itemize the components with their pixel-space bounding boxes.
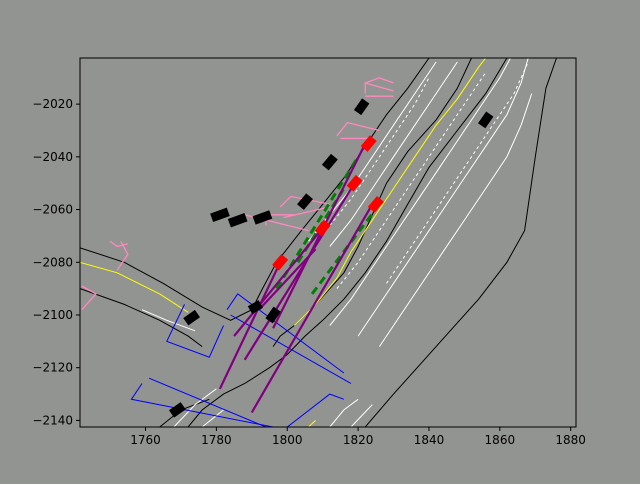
agent-box [247,300,263,315]
y-tick-label: −2060 [32,203,73,217]
crosswalk-line [226,293,345,374]
x-tick-label: 1820 [343,433,374,447]
y-tick-label: −2140 [32,413,73,427]
crosswalk-line [286,393,345,427]
agent-box [321,153,338,171]
y-tick-label: −2020 [32,97,73,111]
x-tick-label: 1780 [201,433,232,447]
focal-agent-box [367,196,384,213]
road-edge-line [187,58,508,427]
focal-agent-box [314,219,331,237]
lane-line [357,58,529,337]
map-data-layer [80,58,557,427]
agent-box [210,207,230,223]
x-tick-label: 1760 [130,433,161,447]
predicted-trajectory [233,227,324,337]
center-line-line [308,420,316,427]
focal-agent-box [346,174,363,192]
predicted-trajectory [243,182,356,361]
focal-agent-box [272,253,289,271]
agent-box [297,193,314,210]
crosswalk-line [148,377,267,427]
agent-box [169,402,186,418]
lane-line [141,309,196,332]
lane-line [329,61,458,247]
agent-box [252,210,273,225]
lane-line [173,388,217,427]
y-tick-label: −2040 [32,150,73,164]
road-edge-line [364,58,557,427]
y-tick-label: −2080 [32,255,73,269]
focal-agent-box [360,135,377,152]
y-tick-label: −2120 [32,361,73,375]
predicted-trajectory [218,261,282,390]
agent-box [227,212,248,228]
lane-line [201,409,224,427]
predicted-trajectory [250,203,374,414]
x-tick-label: 1880 [555,433,586,447]
center-line-line [80,261,189,313]
lane-line [329,398,359,427]
y-tick-label: −2100 [32,308,73,322]
agent-box [478,111,494,129]
lane-line [329,77,430,226]
predicted-trajectory [272,143,367,329]
road-edge-line [80,288,203,348]
stop-marker-line [279,195,330,208]
center-line-line [293,58,487,326]
stop-marker-line [109,240,128,248]
predicted-trajectory [258,248,317,311]
lane-line [378,93,533,347]
stop-marker-line [336,121,380,137]
axes-layer: 1760 1780 1800 1820 1840 1860 1880 −2020 −2040 −2… [32,97,586,447]
agent-box [353,98,370,116]
lane-line [350,404,373,427]
plot-frame [79,57,577,428]
lane-line [329,58,511,326]
crosswalk-line [130,383,274,427]
lane-line [386,61,529,284]
crosswalk-line [166,304,224,358]
stop-marker-line [364,77,394,84]
agent-box [265,306,281,324]
x-tick-label: 1860 [485,433,516,447]
agent-box [183,309,200,326]
stop-marker-line [283,206,330,219]
stop-marker-line [81,285,97,311]
plot-area [80,58,576,427]
x-tick-label: 1840 [414,433,445,447]
x-tick-label: 1800 [272,433,303,447]
lane-line [336,72,487,289]
